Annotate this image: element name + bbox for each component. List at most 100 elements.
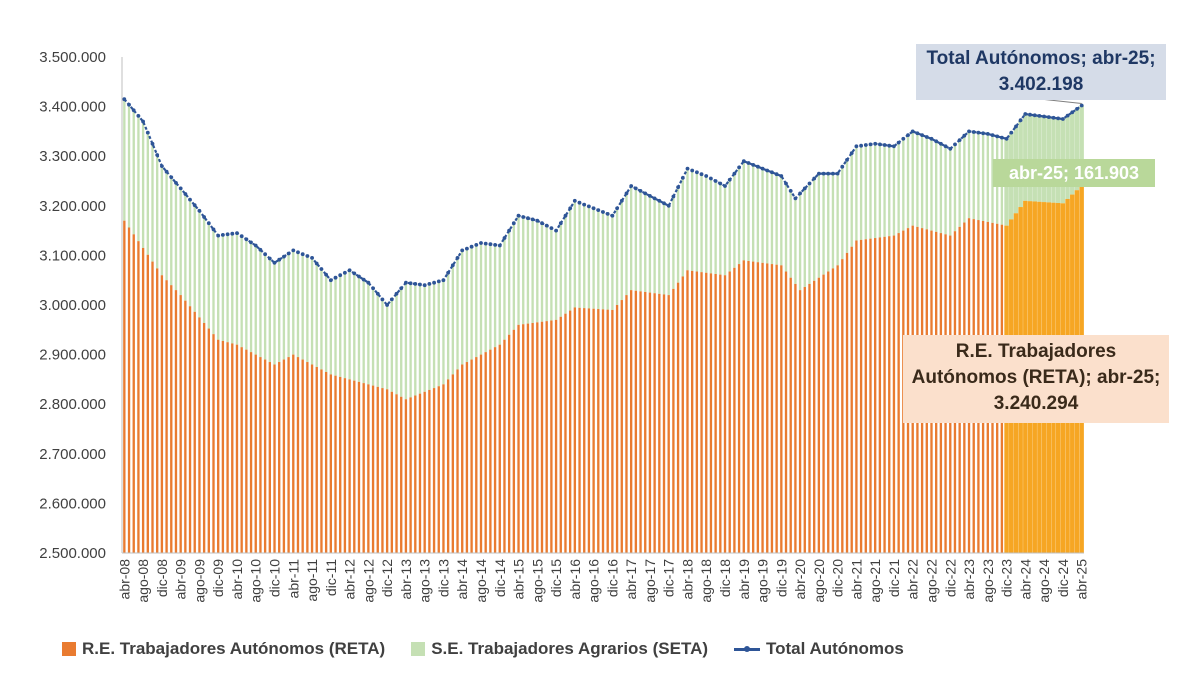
total-point [859, 143, 863, 148]
total-point [1000, 135, 1004, 140]
total-point [460, 248, 465, 253]
total-point [455, 256, 460, 260]
total-point [882, 143, 887, 147]
seta-bar [911, 131, 914, 226]
seta-bar [498, 245, 501, 345]
total-point [802, 186, 807, 191]
seta-bar [925, 136, 928, 230]
total-point [821, 171, 826, 176]
reta-bar [564, 313, 567, 553]
reta-bar [212, 334, 215, 553]
total-point [1004, 136, 1009, 141]
total-point [807, 181, 812, 186]
reta-bar [813, 280, 816, 553]
reta-bar [597, 309, 600, 553]
total-point [310, 256, 314, 260]
total-point [723, 184, 727, 188]
total-point [357, 274, 361, 279]
seta-bar [207, 223, 210, 329]
seta-bar [531, 219, 534, 323]
total-point [817, 171, 821, 176]
callout-reta: R.E. Trabajadores Autónomos (RETA); abr-… [903, 335, 1169, 423]
reta-bar [268, 362, 271, 553]
total-point [835, 171, 840, 176]
total-point [699, 172, 704, 177]
reta-bar [334, 375, 337, 553]
seta-bar [967, 131, 971, 219]
seta-bar [620, 200, 623, 301]
reta-bar [615, 305, 619, 553]
total-point [826, 171, 831, 176]
reta-bar [883, 236, 886, 554]
total-point [788, 189, 793, 193]
x-tick-label: abr-09 [173, 559, 189, 600]
seta-bar [409, 283, 412, 398]
reta-bar [381, 388, 384, 553]
total-point [629, 184, 634, 188]
seta-bar [503, 238, 506, 340]
total-point [150, 141, 155, 146]
x-tick-label: ago-21 [867, 559, 883, 603]
callout-reta-line-3: 3.240.294 [993, 393, 1079, 414]
seta-bar [432, 282, 436, 389]
reta-bar [146, 254, 149, 553]
total-point [554, 228, 558, 233]
seta-bar [287, 253, 290, 358]
reta-bar [376, 386, 379, 553]
seta-bar [770, 172, 774, 265]
seta-bar [780, 176, 783, 266]
seta-bar [1027, 114, 1033, 202]
total-point [976, 130, 981, 135]
reta-bar [662, 294, 666, 553]
seta-bar [930, 138, 933, 231]
total-point [474, 243, 479, 247]
total-point [361, 277, 366, 282]
callout-seta-line-1: abr-25; 161.903 [1008, 163, 1140, 183]
x-tick-label: dic-16 [604, 559, 620, 597]
x-tick-label: dic-13 [435, 559, 451, 597]
total-point [239, 234, 244, 239]
seta-bar [320, 269, 323, 370]
reta-bar [292, 354, 295, 553]
total-point [253, 243, 258, 248]
total-point [197, 208, 202, 213]
total-point [249, 240, 253, 245]
x-tick-label: dic-11 [323, 559, 339, 596]
total-point [591, 206, 596, 211]
reta-bar [329, 374, 332, 553]
x-tick-label: ago-17 [642, 559, 658, 603]
total-point [450, 263, 455, 268]
total-point [892, 144, 896, 149]
total-point [582, 202, 587, 207]
total-point [732, 171, 737, 176]
total-point [1014, 124, 1018, 129]
seta-bar [465, 248, 469, 363]
legend-swatch-seta [411, 642, 426, 656]
total-point [981, 131, 985, 136]
seta-bar [958, 140, 961, 227]
total-point [1056, 116, 1061, 121]
reta-bar [568, 310, 572, 553]
seta-bar [343, 272, 347, 379]
reta-bar [554, 319, 558, 553]
total-point [751, 163, 756, 167]
x-tick-label: abr-14 [454, 559, 470, 600]
total-point [394, 291, 399, 296]
seta-bar [221, 234, 225, 341]
reta-bar [728, 271, 731, 553]
seta-bar [339, 275, 342, 377]
seta-bar [301, 254, 304, 360]
y-tick-label: 2.900.000 [39, 347, 106, 364]
seta-bar [526, 218, 530, 324]
seta-bar [695, 172, 699, 272]
seta-bar [667, 205, 670, 296]
total-point [596, 208, 601, 213]
reta-bar [803, 287, 806, 553]
x-tick-label: abr-17 [623, 559, 639, 600]
reta-bar [296, 357, 300, 553]
reta-bar [137, 241, 140, 553]
total-point [540, 221, 544, 226]
reta-bar [653, 293, 656, 553]
total-point [291, 248, 296, 253]
total-point [526, 216, 530, 221]
